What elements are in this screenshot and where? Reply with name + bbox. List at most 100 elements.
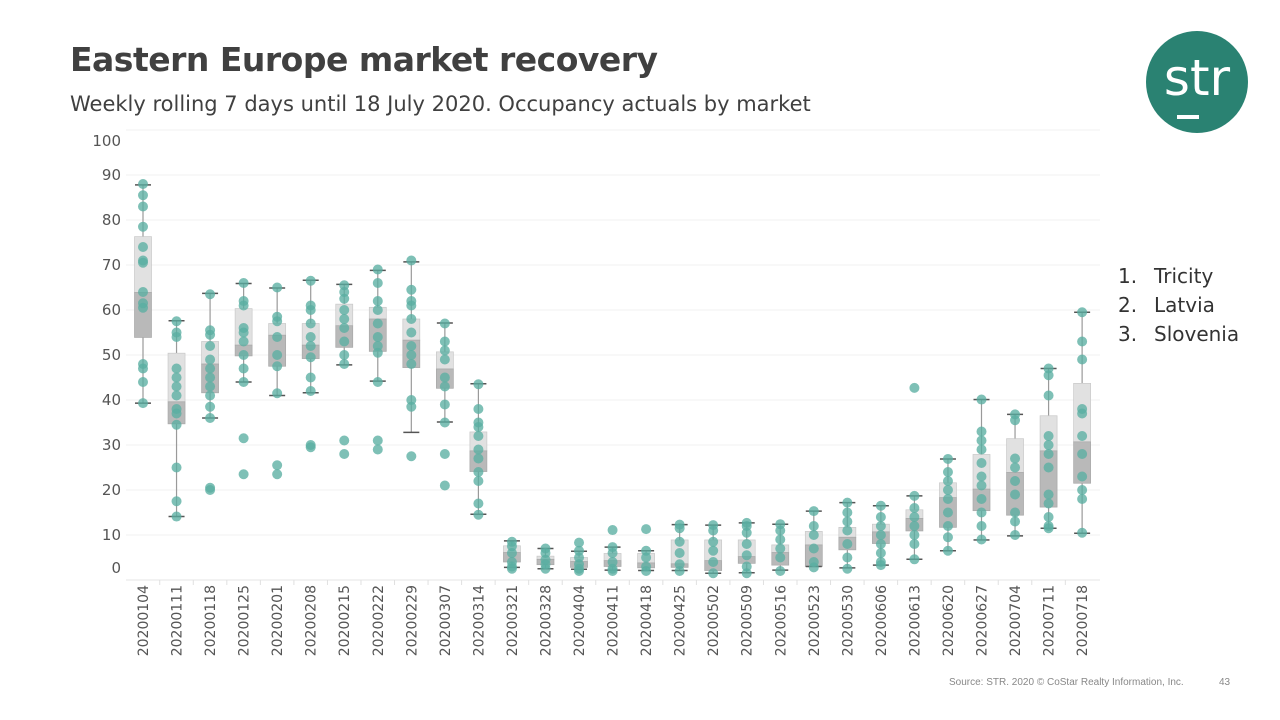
market-point — [1010, 516, 1021, 527]
market-point — [138, 201, 148, 212]
market-point — [372, 377, 383, 387]
market-point — [339, 323, 350, 333]
market-point — [138, 302, 148, 313]
market-point — [909, 490, 920, 501]
market-point — [942, 467, 953, 477]
market-point — [439, 399, 450, 410]
market-point — [976, 426, 987, 437]
market-point — [305, 352, 316, 363]
legend-item: 1. Tricity — [1118, 262, 1239, 291]
market-point — [942, 532, 953, 543]
market-point — [842, 552, 853, 563]
market-point — [171, 332, 182, 342]
x-tick-label: 20200215 — [337, 585, 353, 656]
market-point — [1043, 523, 1054, 534]
market-point — [574, 566, 585, 576]
y-tick-label: 0 — [111, 559, 121, 577]
market-point — [439, 345, 450, 356]
market-point — [372, 435, 383, 446]
legend-label: Tricity — [1154, 264, 1214, 288]
market-point — [305, 275, 316, 286]
market-point — [674, 566, 685, 576]
market-point — [1043, 390, 1054, 401]
x-tick-label: 20200104 — [136, 585, 152, 656]
legend-label: Slovenia — [1154, 322, 1240, 346]
market-point — [238, 336, 249, 347]
x-tick-label: 20200704 — [1008, 585, 1024, 656]
market-point — [1043, 449, 1054, 459]
market-point — [205, 401, 216, 412]
market-point — [1077, 431, 1088, 441]
x-tick-label: 20200314 — [471, 585, 487, 656]
market-point — [641, 566, 652, 576]
y-tick-label: 30 — [102, 436, 121, 454]
market-point — [741, 527, 752, 538]
market-point — [976, 534, 987, 545]
market-point — [205, 354, 216, 365]
market-point — [339, 350, 350, 360]
x-tick-label: 20200627 — [975, 585, 991, 656]
market-point — [171, 419, 182, 430]
market-point — [506, 563, 517, 574]
market-point — [775, 534, 786, 545]
market-point — [909, 539, 920, 549]
market-point — [909, 503, 920, 513]
market-point — [138, 377, 148, 387]
market-point — [406, 401, 417, 412]
market-point — [976, 394, 987, 405]
market-point — [473, 431, 484, 441]
market-point — [473, 476, 484, 486]
legend-number: 1. — [1118, 264, 1138, 288]
market-point — [238, 300, 249, 311]
x-tick-label: 20200201 — [270, 585, 286, 656]
market-point — [741, 539, 752, 549]
market-point — [1043, 370, 1054, 381]
market-point — [272, 350, 283, 360]
market-point — [171, 408, 182, 419]
market-point — [976, 480, 987, 491]
x-tick-label: 20200321 — [505, 585, 521, 656]
market-point — [473, 453, 484, 464]
market-point — [473, 444, 484, 455]
market-point — [1010, 462, 1021, 473]
market-point — [942, 485, 953, 495]
market-point — [439, 354, 450, 365]
market-point — [875, 500, 886, 511]
market-point — [339, 435, 350, 446]
x-tick-label: 20200425 — [673, 585, 689, 656]
legend-label: Latvia — [1154, 293, 1215, 317]
market-point — [741, 550, 752, 561]
market-point — [875, 512, 886, 522]
market-point — [708, 536, 719, 547]
x-tick-label: 20200620 — [941, 585, 957, 656]
market-point — [305, 372, 316, 383]
market-point — [372, 264, 383, 275]
market-point — [138, 398, 148, 409]
market-point — [171, 511, 182, 522]
market-point — [339, 336, 350, 347]
market-point — [272, 388, 283, 399]
market-point — [473, 498, 484, 509]
market-point — [238, 469, 249, 480]
x-tick-label: 20200502 — [706, 585, 722, 656]
market-point — [339, 359, 350, 369]
market-point — [439, 449, 450, 459]
market-point — [205, 341, 216, 351]
market-point — [171, 390, 182, 401]
market-point — [205, 329, 216, 340]
market-point — [775, 566, 786, 576]
legend-number: 2. — [1118, 293, 1138, 317]
market-point — [138, 363, 148, 374]
market-point — [909, 512, 920, 522]
market-point — [1077, 307, 1088, 318]
market-point — [875, 530, 886, 540]
market-point — [1077, 471, 1088, 482]
x-tick-label: 20200523 — [807, 585, 823, 656]
market-point — [1043, 462, 1054, 473]
market-point — [205, 485, 216, 495]
market-point — [372, 305, 383, 315]
x-tick-label: 20200711 — [1042, 585, 1058, 656]
market-point — [238, 363, 249, 374]
market-point — [372, 278, 383, 288]
source-footer: Source: STR. 2020 © CoStar Realty Inform… — [949, 677, 1184, 688]
